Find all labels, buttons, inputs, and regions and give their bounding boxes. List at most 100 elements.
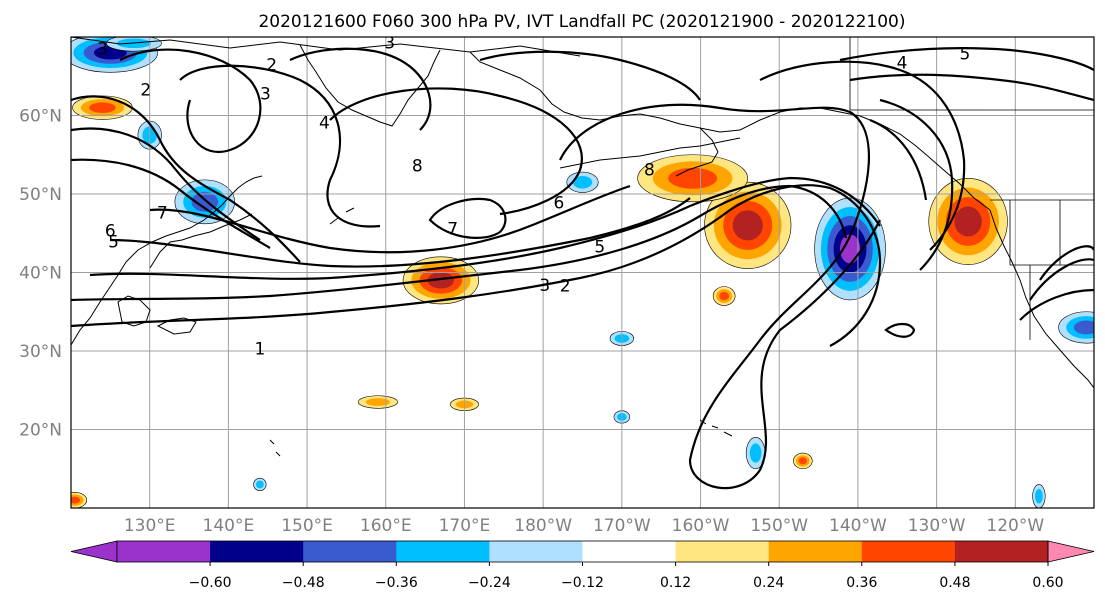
lon-label: 140°E — [203, 516, 255, 536]
pc-patch — [798, 457, 808, 465]
colorbar-swatch — [117, 541, 211, 562]
pc-patch — [749, 443, 762, 463]
pv-contour-line — [71, 127, 261, 241]
pv-contour-line — [479, 50, 701, 101]
contour-label: 3 — [384, 33, 395, 53]
colorbar-swatch — [861, 541, 956, 562]
contour-label: 3 — [97, 40, 108, 60]
colorbar-tick-label: −0.60 — [189, 575, 232, 591]
pv-contour-line — [849, 73, 1094, 102]
colorbar-tick-label: 0.60 — [1032, 575, 1063, 591]
contour-label: 2 — [266, 55, 277, 75]
colorbar-extend-high — [1047, 540, 1095, 563]
colorbar-tick-label: −0.24 — [468, 575, 511, 591]
lon-label: 130°W — [908, 516, 966, 536]
figure-title: 2020121600 F060 300 hPa PV, IVT Landfall… — [258, 12, 905, 32]
lon-label: 140°W — [829, 516, 887, 536]
coastline-segment — [299, 44, 441, 127]
pc-patch — [255, 480, 264, 489]
pv-contour-line — [879, 98, 954, 271]
pv-contour-line — [329, 87, 583, 216]
colorbar-tick-label: 0.36 — [846, 575, 877, 591]
pv-contour-line — [119, 48, 262, 153]
political-border — [1009, 200, 1094, 266]
coastline-segment — [675, 127, 719, 177]
pc-patch — [191, 192, 219, 212]
colorbar-tick-label: −0.36 — [375, 575, 418, 591]
coastline-segment — [469, 51, 701, 129]
pc-patch — [71, 496, 81, 504]
colorbar-swatch — [675, 541, 770, 562]
lat-label: 20°N — [19, 421, 62, 441]
lon-label: 180°W — [514, 516, 572, 536]
contour-label: 7 — [157, 204, 168, 224]
pv-contour-line — [71, 158, 271, 249]
lat-label: 50°N — [19, 185, 62, 205]
colorbar-tick-labels: −0.60 −0.48 −0.36 −0.24 −0.12 0.12 0.24 0.36 0.4… — [189, 562, 1064, 591]
pc-patch — [954, 206, 982, 237]
colorbar-swatch — [489, 541, 583, 562]
lon-label: 170°E — [439, 516, 491, 536]
colorbar-swatch — [303, 541, 397, 562]
coastline-segment — [329, 207, 355, 225]
pv-contour-line — [428, 197, 507, 239]
pc-patch — [1035, 488, 1043, 504]
coastline-segment — [71, 204, 223, 346]
pv-contour-line — [839, 47, 1094, 71]
pc-patch — [668, 167, 718, 189]
colorbar — [70, 540, 1095, 563]
pc-patch — [719, 291, 730, 301]
colorbar-extend-low — [70, 540, 118, 563]
pv-contour-line — [149, 184, 631, 254]
contour-label: 6 — [553, 193, 564, 213]
lon-label: 130°E — [124, 516, 176, 536]
coastline-segment — [559, 137, 741, 169]
colorbar-tick-label: 0.48 — [939, 575, 970, 591]
map-frame — [70, 36, 1095, 509]
contour-label: 2 — [560, 277, 571, 297]
contour-label: 4 — [897, 54, 908, 74]
pv-contour-line — [759, 60, 966, 251]
pv-contour-line — [1019, 288, 1094, 321]
pv-contour-line — [1029, 258, 1094, 301]
colorbar-swatch — [768, 541, 863, 562]
contour-label: 7 — [447, 219, 458, 239]
pv-contours — [71, 47, 1094, 490]
contour-label: 6 — [105, 222, 116, 242]
lon-label: 150°W — [750, 516, 808, 536]
pv-contour-line — [89, 176, 881, 280]
pc-patch — [365, 398, 391, 406]
colorbar-tick-label: 0.12 — [660, 575, 691, 591]
colorbar-swatch — [396, 541, 490, 562]
contour-label: 5 — [960, 44, 971, 64]
contour-label: 5 — [108, 233, 119, 253]
coastline-segment — [269, 439, 281, 457]
pc-patch — [89, 102, 116, 113]
coastline-segment — [71, 37, 581, 57]
coastline-segment — [221, 175, 263, 206]
pv-contour-line — [884, 322, 916, 338]
lon-label: 150°E — [281, 516, 333, 536]
lon-label: 170°W — [593, 516, 651, 536]
pv-contour-line — [869, 118, 928, 201]
pv-contour-line — [1039, 245, 1094, 281]
contour-label: 3 — [260, 84, 271, 104]
pc-patch — [427, 272, 454, 289]
pv-contour-line — [71, 184, 882, 347]
pv-contour-line — [71, 184, 848, 302]
contour-label: 8 — [644, 160, 655, 180]
pc-patch — [839, 234, 861, 264]
colorbar-tick-label: 0.24 — [753, 575, 784, 591]
colorbar-tick-label: −0.12 — [561, 575, 604, 591]
contour-label: 5 — [594, 237, 605, 257]
lon-label: 120°W — [986, 516, 1044, 536]
contour-label: 3 — [539, 276, 550, 296]
pc-patch — [732, 210, 763, 241]
coastlines — [71, 37, 1094, 457]
pc-patch — [572, 175, 593, 189]
lon-label: 160°E — [360, 516, 412, 536]
pv-contour-line — [559, 103, 881, 490]
colorbar-swatch — [582, 541, 677, 562]
